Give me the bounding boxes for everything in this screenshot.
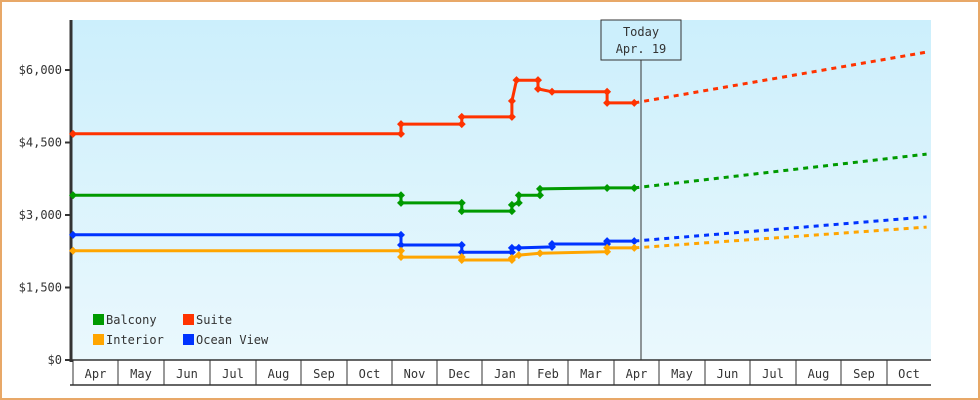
legend-label: Ocean View xyxy=(196,333,269,347)
data-point[interactable] xyxy=(457,248,466,257)
plot-area xyxy=(71,20,931,360)
data-point[interactable] xyxy=(507,96,516,105)
data-point[interactable] xyxy=(514,198,523,207)
x-tick-label: Nov xyxy=(404,367,426,381)
data-point[interactable] xyxy=(457,255,466,264)
x-tick-label: Aug xyxy=(268,367,290,381)
legend-label: Balcony xyxy=(106,313,157,327)
x-tick-label: Jun xyxy=(717,367,739,381)
x-tick-label: Aug xyxy=(808,367,830,381)
data-point[interactable] xyxy=(397,240,405,249)
x-tick-label: Oct xyxy=(898,367,920,381)
today-marker: Today Apr. 19 xyxy=(600,19,682,360)
legend-swatch xyxy=(93,314,104,325)
legend-label: Suite xyxy=(196,313,232,327)
data-point[interactable] xyxy=(514,243,523,252)
data-point[interactable] xyxy=(397,246,405,255)
series-interior xyxy=(69,225,927,264)
data-point[interactable] xyxy=(512,76,521,85)
data-point[interactable] xyxy=(630,98,639,107)
data-point[interactable] xyxy=(397,129,405,138)
data-point[interactable] xyxy=(514,191,523,200)
data-point[interactable] xyxy=(69,129,77,138)
data-point[interactable] xyxy=(603,98,612,107)
data-point[interactable] xyxy=(548,87,556,96)
x-tick-label: Oct xyxy=(359,367,381,381)
data-point[interactable] xyxy=(536,249,544,258)
legend: Balcony Suite Interior Ocean View xyxy=(93,313,269,347)
series-suite xyxy=(69,50,927,138)
data-point[interactable] xyxy=(507,200,516,209)
y-tick-label: $3,000 xyxy=(19,208,62,222)
data-point[interactable] xyxy=(69,230,77,239)
data-point[interactable] xyxy=(69,246,77,255)
data-point[interactable] xyxy=(603,237,612,246)
legend-swatch xyxy=(183,314,194,325)
x-tick-label: Jun xyxy=(176,367,198,381)
y-axis: $0 $1,500 $3,000 $4,500 $6,000 xyxy=(19,20,73,367)
y-tick-label: $6,000 xyxy=(19,63,62,77)
data-point[interactable] xyxy=(536,191,544,200)
x-tick-label: Sep xyxy=(853,367,875,381)
data-point[interactable] xyxy=(534,76,542,85)
x-tick-label: May xyxy=(671,367,693,381)
y-tick-label: $0 xyxy=(48,353,62,367)
x-axis: Apr May Jun Jul Aug Sep Oct Nov Dec Jan Feb Mar Apr M… xyxy=(70,359,931,386)
data-point[interactable] xyxy=(397,198,405,207)
data-point[interactable] xyxy=(397,253,405,262)
data-point[interactable] xyxy=(603,243,612,252)
series-layer xyxy=(69,50,927,264)
data-point[interactable] xyxy=(397,230,405,239)
today-date: Apr. 19 xyxy=(616,42,667,56)
legend-swatch xyxy=(93,334,104,345)
data-point[interactable] xyxy=(457,207,466,216)
data-point[interactable] xyxy=(507,254,516,263)
data-point[interactable] xyxy=(457,198,466,207)
x-tick-label: Apr xyxy=(626,367,648,381)
series-balcony xyxy=(69,152,927,216)
data-point[interactable] xyxy=(630,237,639,246)
data-point[interactable] xyxy=(630,183,639,192)
x-tick-label: Sep xyxy=(313,367,335,381)
data-point[interactable] xyxy=(507,112,516,121)
data-point[interactable] xyxy=(534,84,542,93)
data-point[interactable] xyxy=(507,243,516,252)
x-tick-label: Feb xyxy=(537,367,559,381)
data-point[interactable] xyxy=(457,240,466,249)
x-tick-label: Jul xyxy=(762,367,784,381)
data-point[interactable] xyxy=(457,120,466,129)
today-label: Today xyxy=(623,25,659,39)
legend-label: Interior xyxy=(106,333,164,347)
data-point[interactable] xyxy=(457,112,466,121)
data-point[interactable] xyxy=(603,87,612,96)
data-point[interactable] xyxy=(69,191,77,200)
x-tick-label: Apr xyxy=(85,367,107,381)
data-point[interactable] xyxy=(603,183,612,192)
x-tick-label: Dec xyxy=(449,367,471,381)
data-point[interactable] xyxy=(397,120,405,129)
y-tick-label: $4,500 xyxy=(19,136,62,150)
x-tick-label: Jul xyxy=(222,367,244,381)
data-point[interactable] xyxy=(507,207,516,216)
data-point[interactable] xyxy=(397,191,405,200)
data-point[interactable] xyxy=(630,243,639,252)
data-point[interactable] xyxy=(536,184,544,193)
x-tick-label: Jan xyxy=(494,367,516,381)
legend-swatch xyxy=(183,334,194,345)
data-point[interactable] xyxy=(507,248,516,257)
y-tick-label: $1,500 xyxy=(19,281,62,295)
data-point[interactable] xyxy=(514,251,523,260)
x-tick-label: Mar xyxy=(580,367,602,381)
x-tick-label: May xyxy=(130,367,152,381)
data-point[interactable] xyxy=(548,240,556,249)
